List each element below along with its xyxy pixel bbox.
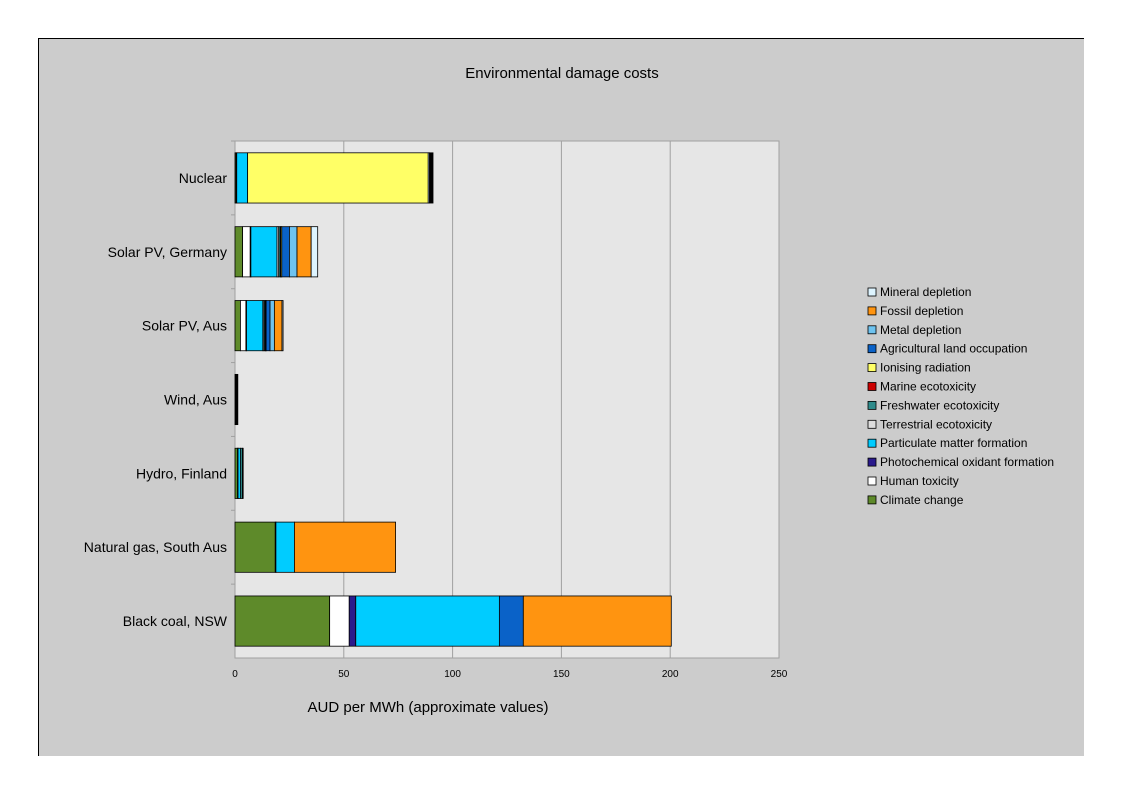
- bar-segment-5-0: [234, 521, 276, 573]
- category-label-3: Wind, Aus: [164, 392, 227, 408]
- legend-label-8: Particulate matter formation: [880, 436, 1027, 450]
- legend-swatch-6: [867, 400, 877, 410]
- legend-label-0: Mineral depletion: [880, 285, 971, 299]
- legend-swatch-4: [867, 363, 877, 373]
- category-labels: Nuclear Solar PV, Germany Solar PV, Aus Win…: [84, 170, 228, 629]
- category-label-1: Solar PV, Germany: [108, 244, 227, 260]
- legend-label-9: Photochemical oxidant formation: [880, 455, 1054, 469]
- bar-segment-1-1: [242, 226, 251, 278]
- legend-label-2: Metal depletion: [880, 323, 961, 337]
- bar-segment-5-10: [294, 521, 396, 573]
- bar-segment-6-0: [234, 595, 331, 647]
- bar-segment-2-3: [246, 300, 264, 352]
- x-tick-label-3: 150: [553, 669, 570, 680]
- bar-segment-2-8: [265, 300, 271, 352]
- x-axis-label: AUD per MWh (approximate values): [308, 699, 549, 716]
- legend-swatch-11: [867, 495, 877, 505]
- legend-label-11: Climate change: [880, 493, 964, 507]
- legend-swatch-9: [867, 457, 877, 467]
- bars: [231, 140, 672, 647]
- bar-segment-6-3: [355, 595, 500, 647]
- category-label-0: Nuclear: [179, 170, 228, 186]
- bar-segment-2-11: [281, 300, 284, 352]
- legend-label-3: Agricultural land occupation: [880, 342, 1027, 356]
- bar-segment-1-10: [296, 226, 312, 278]
- bar-segment-4-12: [241, 447, 244, 499]
- bar-segment-6-2: [348, 595, 357, 647]
- legend-swatch-5: [867, 382, 877, 391]
- bar-segment-1-0: [234, 226, 244, 278]
- chart-frame: Environmental damage costs Nuclear Solar …: [38, 38, 1084, 756]
- bar-segment-1-11: [310, 226, 319, 278]
- legend-swatch-10: [867, 476, 877, 486]
- legend-label-1: Fossil depletion: [880, 304, 963, 318]
- bar-segment-1-3: [250, 226, 278, 278]
- plot-area: [234, 140, 780, 659]
- legend-label-6: Freshwater ecotoxicity: [880, 398, 999, 412]
- bar-segment-6-8: [498, 595, 524, 647]
- legend-swatch-3: [867, 344, 877, 354]
- x-tick-label-1: 50: [338, 669, 350, 680]
- bar-segment-0-3: [236, 152, 249, 204]
- legend-swatch-2: [867, 325, 877, 335]
- legend-label-4: Ionising radiation: [880, 361, 971, 375]
- chart-title: Environmental damage costs: [465, 65, 658, 82]
- chart-svg: Environmental damage costs Nuclear Solar …: [84, 65, 1054, 716]
- legend-swatch-8: [867, 438, 877, 448]
- x-tick-label-2: 100: [444, 669, 461, 680]
- bar-segment-1-9: [288, 226, 298, 278]
- bar-segment-2-0: [234, 300, 241, 352]
- x-tick-labels: 0 50 100 150 200 250: [232, 669, 788, 680]
- category-label-4: Hydro, Finland: [136, 465, 227, 481]
- legend-label-5: Marine ecotoxicity: [880, 380, 976, 394]
- legend-swatch-1: [867, 306, 877, 316]
- legend-swatch-0: [867, 287, 877, 297]
- bar-segment-0-7: [247, 152, 429, 204]
- bar-segment-2-1: [240, 300, 247, 352]
- bar-segment-0-12: [429, 152, 434, 204]
- legend-label-7: Terrestrial ecotoxicity: [880, 417, 992, 431]
- x-tick-label-0: 0: [232, 669, 238, 680]
- bar-segment-3-12: [236, 373, 239, 426]
- category-label-5: Natural gas, South Aus: [84, 539, 227, 555]
- bar-segment-1-8: [281, 226, 290, 278]
- bar-segment-6-10: [522, 595, 672, 647]
- legend-swatch-7: [867, 419, 877, 429]
- category-label-6: Black coal, NSW: [123, 613, 228, 629]
- bar-segment-2-9: [269, 300, 275, 352]
- legend: Mineral depletion Fossil depletion Metal d…: [867, 285, 1054, 507]
- category-label-2: Solar PV, Aus: [142, 318, 227, 334]
- bar-segment-6-1: [329, 595, 350, 647]
- legend-label-10: Human toxicity: [880, 474, 959, 488]
- bar-segment-5-3: [275, 521, 295, 573]
- bar-segment-2-10: [273, 300, 283, 352]
- x-tick-label-5: 250: [771, 669, 788, 680]
- x-tick-label-4: 200: [662, 669, 679, 680]
